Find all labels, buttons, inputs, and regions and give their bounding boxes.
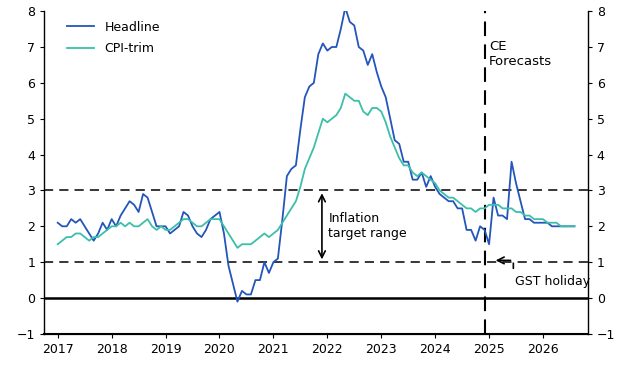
Headline xyxy=(341,5,349,10)
Headline xyxy=(539,220,547,225)
CPI-trim xyxy=(539,217,547,221)
Line: Headline: Headline xyxy=(58,7,574,302)
CPI-trim xyxy=(229,239,237,243)
CPI-trim xyxy=(234,246,241,250)
Headline xyxy=(494,213,502,218)
Headline xyxy=(571,224,578,229)
Headline xyxy=(409,177,416,182)
Headline xyxy=(234,299,241,304)
Headline xyxy=(377,84,385,89)
CPI-trim xyxy=(571,224,578,229)
Text: CE
Forecasts: CE Forecasts xyxy=(489,40,552,68)
Legend: Headline, CPI-trim: Headline, CPI-trim xyxy=(67,21,160,55)
CPI-trim xyxy=(409,170,416,175)
Text: GST holiday: GST holiday xyxy=(515,275,590,288)
Text: Inflation
target range: Inflation target range xyxy=(329,212,407,240)
Headline xyxy=(229,282,237,286)
Line: CPI-trim: CPI-trim xyxy=(58,93,574,248)
Headline xyxy=(54,220,61,225)
CPI-trim xyxy=(341,91,349,96)
Headline xyxy=(481,228,489,232)
CPI-trim xyxy=(481,206,489,211)
CPI-trim xyxy=(54,242,61,246)
CPI-trim xyxy=(494,203,502,207)
CPI-trim xyxy=(377,109,385,114)
